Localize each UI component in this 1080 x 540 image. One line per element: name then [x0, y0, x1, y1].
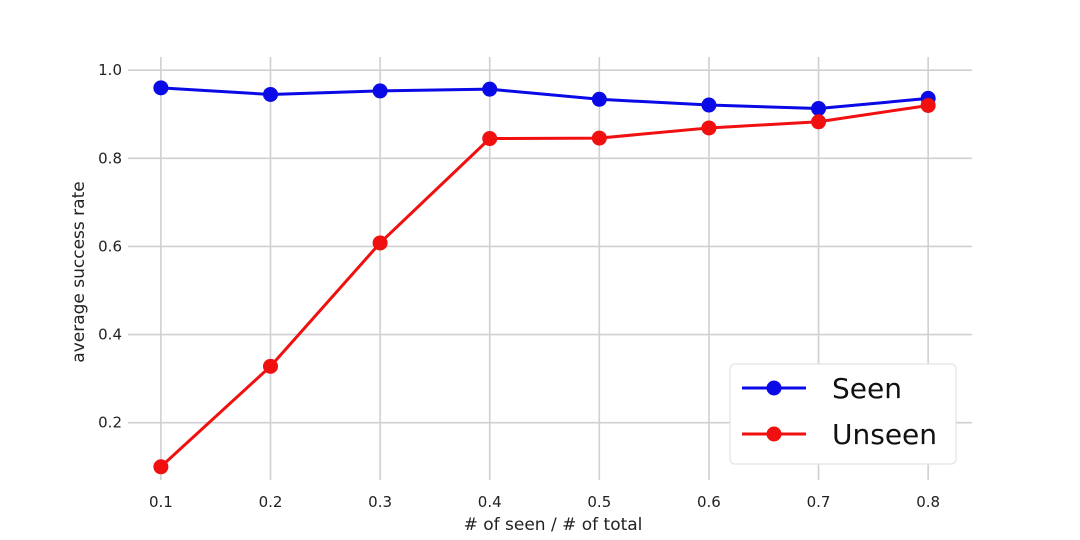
data-point-seen	[811, 101, 827, 117]
series-seen	[153, 80, 936, 117]
series-unseen	[153, 97, 936, 475]
y-axis-label: average success rate	[69, 181, 89, 362]
data-point-unseen	[153, 459, 169, 475]
series-line-seen	[159, 86, 930, 111]
data-point-seen	[262, 86, 278, 102]
legend-label-seen: Seen	[832, 372, 902, 405]
data-point-unseen	[482, 131, 498, 147]
data-point-unseen	[701, 120, 717, 136]
y-tick-label: 0.6	[98, 237, 122, 255]
x-tick-label: 0.1	[149, 493, 173, 511]
y-tick-label: 1.0	[98, 61, 122, 79]
data-point-seen	[701, 97, 717, 113]
data-point-seen	[591, 91, 607, 107]
data-point-seen	[153, 80, 169, 96]
axis-ticks: 0.1 0.2 0.3 0.4 0.5 0.6 0.7 0.8 0.2 0.4 0.6 0.8 1.0	[98, 61, 940, 511]
data-point-unseen	[920, 97, 936, 113]
x-tick-label: 0.7	[807, 493, 831, 511]
data-point-unseen	[811, 114, 827, 130]
data-point-seen	[372, 83, 388, 99]
legend-marker-seen	[766, 380, 782, 396]
x-tick-label: 0.2	[259, 493, 283, 511]
x-tick-label: 0.5	[587, 493, 611, 511]
data-point-seen	[482, 81, 498, 97]
x-axis-label: # of seen / # of total	[464, 515, 643, 535]
x-tick-label: 0.4	[478, 493, 502, 511]
x-tick-label: 0.8	[916, 493, 940, 511]
data-point-unseen	[591, 130, 607, 146]
legend-marker-unseen	[766, 426, 782, 442]
y-tick-label: 0.8	[98, 149, 122, 167]
x-tick-label: 0.3	[368, 493, 392, 511]
legend-label-unseen: Unseen	[832, 418, 937, 451]
y-tick-label: 0.2	[98, 414, 122, 432]
legend: Seen Unseen	[729, 363, 957, 465]
series-line-unseen	[159, 103, 930, 469]
y-tick-label: 0.4	[98, 326, 122, 344]
data-point-unseen	[372, 235, 388, 251]
series-layer	[153, 80, 936, 475]
x-tick-label: 0.6	[697, 493, 721, 511]
data-point-unseen	[262, 358, 278, 374]
